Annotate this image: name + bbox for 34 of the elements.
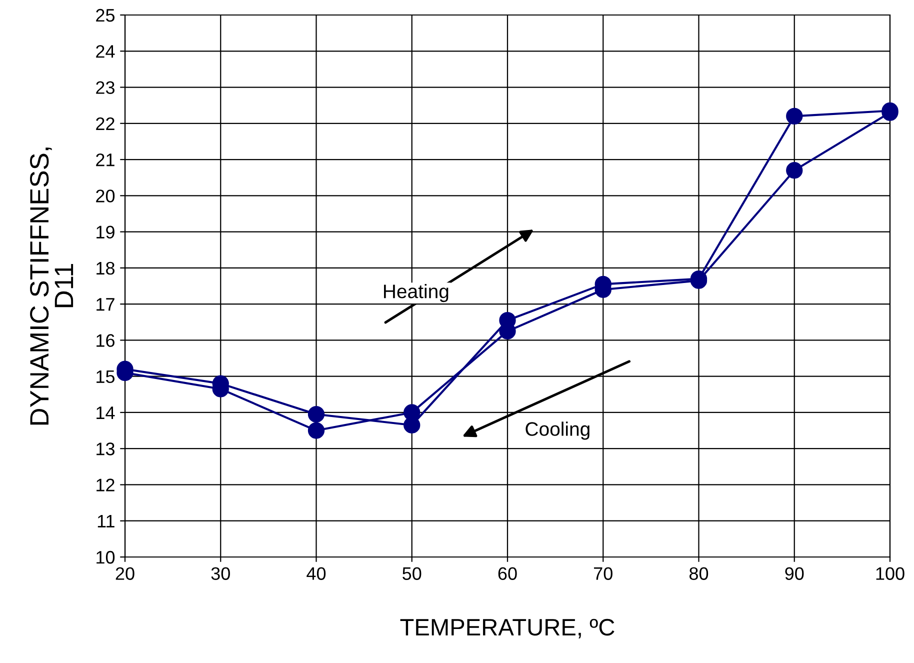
x-tick-label: 80 xyxy=(689,567,708,580)
x-axis-title: TEMPERATURE, ºC xyxy=(400,618,614,638)
y-tick-label: 17 xyxy=(96,298,114,311)
x-tick-label: 70 xyxy=(594,567,612,580)
y-tick-label: 24 xyxy=(96,45,115,58)
x-tick-label: 50 xyxy=(402,567,422,580)
y-tick-label: 21 xyxy=(96,153,114,166)
y-tick-label: 25 xyxy=(96,8,115,22)
x-tick-label: 100 xyxy=(876,567,904,580)
y-tick-label: 20 xyxy=(96,190,115,202)
y-tick-label: 14 xyxy=(96,406,115,420)
x-tick-label: 60 xyxy=(498,567,517,580)
x-tick-label: 30 xyxy=(211,567,230,580)
y-tick-label: 11 xyxy=(98,514,114,528)
y-tick-label: 23 xyxy=(96,81,114,94)
annotation: Heating xyxy=(384,284,448,302)
y-axis-title: DYNAMIC STIFFNESS, D11 xyxy=(30,148,74,425)
y-tick-label: 13 xyxy=(96,442,114,456)
y-tick-label: 18 xyxy=(96,262,114,275)
x-tick-label: 90 xyxy=(785,567,804,580)
point xyxy=(308,422,325,439)
y-tick-label: 12 xyxy=(96,478,114,492)
point xyxy=(308,406,325,423)
point xyxy=(786,108,803,125)
point xyxy=(404,416,420,434)
y-tick-label: 22 xyxy=(96,117,114,130)
y-tick-label: 15 xyxy=(96,370,115,384)
x-tick-label: 40 xyxy=(306,567,326,580)
y-tick-label: 19 xyxy=(96,226,114,239)
point xyxy=(786,162,803,179)
annotation: Cooling xyxy=(526,422,590,440)
y-tick-label: 16 xyxy=(96,334,114,347)
y-tick-label: 10 xyxy=(96,550,115,564)
x-tick-label: 20 xyxy=(116,567,134,580)
